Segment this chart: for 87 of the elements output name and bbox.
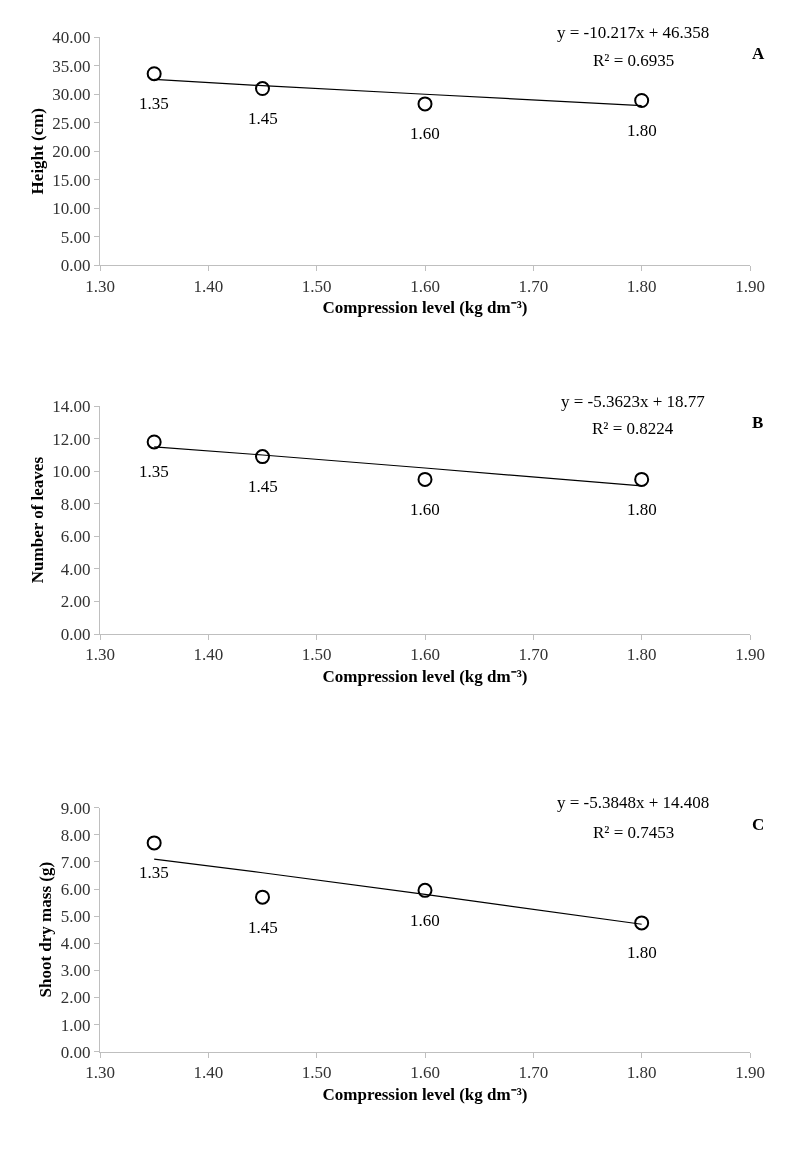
y-tick-label: 12.00 (52, 429, 91, 449)
x-tick-label: 1.50 (301, 645, 332, 665)
point (634, 471, 650, 487)
annotation: 1.60 (410, 124, 440, 143)
x-axis-title: Compression level (kg dm⁻³) (322, 297, 528, 317)
x-tick-label: 1.90 (735, 276, 765, 296)
text: C (752, 815, 765, 834)
x-tick-label: 1.70 (518, 276, 549, 296)
y-tick-label: 20.00 (52, 142, 91, 162)
annotation: 1.80 (627, 500, 657, 519)
annotation: 1.60 (410, 911, 440, 930)
annotation: 1.80 (627, 121, 657, 140)
point (146, 434, 162, 450)
annotation: 1.60 (410, 500, 440, 519)
x-tick-label: 1.90 (735, 1063, 765, 1083)
y-tick-label: 3.00 (60, 961, 91, 981)
y-tick-label: 10.00 (52, 199, 91, 219)
annotation: 1.35 (139, 94, 169, 113)
point (255, 449, 270, 465)
y-axis-title: Height (cm) (27, 108, 47, 195)
x-tick-label: 1.30 (85, 1063, 115, 1083)
y-tick-label: 15.00 (52, 170, 91, 190)
y-tick-label: 30.00 (52, 85, 91, 105)
point (417, 471, 433, 487)
x-tick-label: 1.70 (518, 1063, 549, 1083)
annotation: 1.45 (248, 918, 278, 937)
y-tick-label: 4.00 (60, 559, 91, 579)
x-tick-label: 1.70 (518, 645, 549, 665)
annotation: 1.45 (248, 477, 278, 496)
point (255, 81, 270, 97)
point (146, 835, 162, 851)
x-tick-label: 1.90 (735, 645, 765, 665)
y-tick-label: 6.00 (60, 527, 91, 547)
y-tick-label: 25.00 (52, 113, 91, 133)
x-tick-label: 1.30 (85, 645, 115, 665)
annotation: 1.35 (139, 863, 169, 882)
annotation: y = -5.3623x + 18.77 (561, 392, 706, 411)
x-tick-label: 1.60 (410, 276, 440, 296)
x-tick-label: 1.40 (193, 276, 224, 296)
x-tick-label: 1.50 (301, 276, 332, 296)
x-tick-label: 1.60 (410, 645, 440, 665)
x-axis-title: Compression level (kg dm⁻³) (322, 666, 528, 686)
y-tick-label: 10.00 (52, 462, 91, 482)
annotation: 1.35 (139, 462, 169, 481)
annotation: y = -10.217x + 46.358 (557, 23, 710, 42)
annotation: 1.45 (248, 109, 278, 128)
annotation: R² = 0.7453 (593, 823, 675, 842)
text: A (752, 44, 765, 63)
annotation: 1.80 (627, 943, 657, 962)
x-tick-label: 1.40 (193, 645, 224, 665)
y-tick-label: 0.00 (60, 1042, 91, 1062)
y-tick-label: 0.00 (60, 624, 91, 644)
y-tick-label: 8.00 (60, 825, 91, 845)
y-tick-label: 7.00 (60, 852, 91, 872)
point (634, 93, 650, 108)
y-tick-label: 2.00 (60, 988, 91, 1008)
text: B (752, 413, 764, 432)
y-axis-title: Shoot dry mass (g) (36, 861, 56, 998)
y-tick-label: 9.00 (60, 798, 91, 818)
y-tick-label: 5.00 (60, 907, 91, 927)
y-axis-title: Number of leaves (27, 456, 47, 584)
x-tick-label: 1.30 (85, 276, 115, 296)
x-tick-label: 1.80 (626, 276, 657, 296)
x-tick-label: 1.80 (626, 1063, 657, 1083)
x-axis-title: Compression level (kg dm⁻³) (322, 1084, 528, 1104)
y-tick-label: 4.00 (60, 934, 91, 954)
y-tick-label: 35.00 (52, 56, 91, 76)
y-tick-label: 1.00 (60, 1015, 91, 1035)
y-tick-label: 14.00 (52, 397, 91, 417)
x-tick-label: 1.50 (301, 1063, 332, 1083)
point (417, 96, 433, 112)
annotation: y = -5.3848x + 14.408 (557, 793, 710, 812)
x-tick-label: 1.80 (626, 645, 657, 665)
x-tick-label: 1.40 (193, 1063, 224, 1083)
y-tick-label: 0.00 (60, 256, 91, 276)
y-tick-label: 5.00 (60, 227, 91, 247)
point (417, 882, 433, 898)
y-tick-label: 6.00 (60, 879, 91, 899)
y-tick-label: 2.00 (60, 592, 91, 612)
y-tick-label: 40.00 (52, 28, 91, 48)
y-tick-label: 8.00 (60, 494, 91, 514)
point (146, 66, 162, 82)
point (255, 889, 270, 905)
annotation: R² = 0.8224 (592, 419, 674, 438)
x-tick-label: 1.60 (410, 1063, 440, 1083)
annotation: R² = 0.6935 (593, 51, 675, 70)
point (634, 915, 650, 931)
